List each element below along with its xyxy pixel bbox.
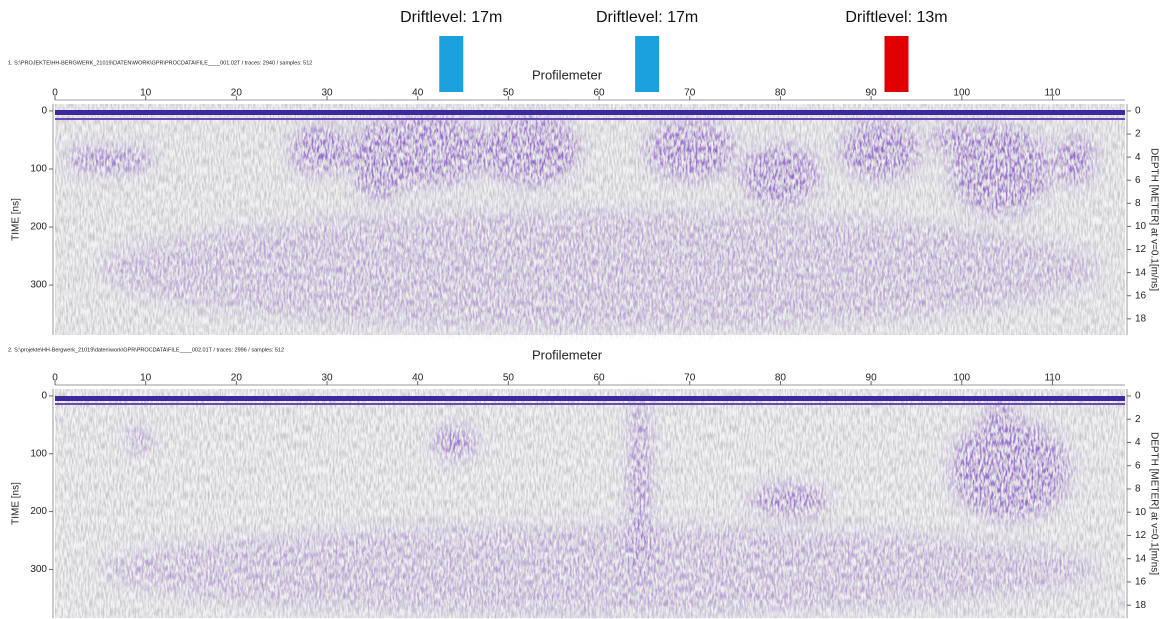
x-tick-label: 60 — [594, 373, 606, 384]
radargram-image — [55, 104, 1125, 335]
x-tick-label: 20 — [231, 88, 243, 99]
x-tick-label: 30 — [321, 88, 333, 99]
y2-tick-label: 8 — [1135, 198, 1141, 209]
x-tick-label: 0 — [52, 88, 58, 99]
y-axis-title: TIME [ns] — [11, 482, 22, 525]
y2-tick-label: 6 — [1135, 460, 1141, 471]
x-tick-label: 100 — [953, 88, 970, 99]
y-tick-label: 300 — [30, 280, 47, 291]
y2-tick-label: 10 — [1135, 221, 1147, 232]
panel-header: 2. S:\projekte\HH-Bergwerk_21019\daten\w… — [8, 347, 284, 353]
x-tick-label: 50 — [503, 373, 515, 384]
driftlevel-label: Driftlevel: 17m — [596, 9, 698, 26]
y2-tick-label: 16 — [1135, 577, 1147, 588]
y2-tick-label: 12 — [1135, 530, 1147, 541]
y2-tick-label: 14 — [1135, 553, 1147, 564]
x-tick-label: 70 — [684, 373, 696, 384]
radargram-image — [55, 389, 1125, 618]
driftlevel-label: Driftlevel: 13m — [845, 9, 947, 26]
driftlevel-marker — [635, 36, 660, 92]
y2-tick-label: 18 — [1135, 600, 1147, 611]
y-axis-title: TIME [ns] — [11, 198, 22, 241]
x-tick-label: 110 — [1044, 373, 1060, 384]
x-tick-label: 0 — [52, 373, 58, 384]
y2-tick-label: 4 — [1135, 437, 1141, 448]
x-tick-label: 80 — [775, 88, 787, 99]
y-tick-label: 200 — [30, 222, 47, 233]
y2-tick-label: 18 — [1135, 313, 1147, 324]
panel-header: 1. S:\PROJEKTE\HH-BERGWERK_21019\DATEN\W… — [8, 60, 312, 66]
x-tick-label: 90 — [866, 373, 878, 384]
y2-tick-label: 0 — [1135, 106, 1141, 117]
driftlevel-marker — [439, 36, 464, 92]
x-tick-label: 10 — [140, 373, 152, 384]
y-tick-label: 300 — [30, 564, 47, 575]
x-tick-label: 110 — [1044, 88, 1060, 99]
x-tick-label: 40 — [412, 88, 424, 99]
x-tick-label: 80 — [775, 373, 787, 384]
y-tick-label: 0 — [41, 106, 47, 117]
driftlevel-marker — [884, 36, 909, 92]
y-tick-label: 200 — [30, 506, 47, 517]
y2-tick-label: 10 — [1135, 507, 1147, 518]
x-tick-label: 90 — [866, 88, 878, 99]
y2-tick-label: 6 — [1135, 175, 1141, 186]
x-tick-label: 100 — [953, 373, 970, 384]
y2-axis-title: DEPTH [METER] at v=0.1[m/ns] — [1148, 432, 1159, 575]
x-tick-label: 70 — [684, 88, 696, 99]
x-tick-label: 10 — [140, 88, 152, 99]
y2-tick-label: 14 — [1135, 267, 1147, 278]
x-tick-label: 60 — [594, 88, 606, 99]
y-tick-label: 100 — [30, 448, 47, 459]
driftlevel-label: Driftlevel: 17m — [400, 9, 502, 26]
x-axis-title: Profilemeter — [532, 347, 603, 362]
y2-tick-label: 0 — [1135, 391, 1141, 402]
x-tick-label: 40 — [412, 373, 424, 384]
y-tick-label: 100 — [30, 164, 47, 175]
x-tick-label: 50 — [503, 88, 515, 99]
x-tick-label: 30 — [321, 373, 333, 384]
y-tick-label: 0 — [41, 391, 47, 402]
y2-tick-label: 2 — [1135, 414, 1141, 425]
y2-tick-label: 2 — [1135, 129, 1141, 140]
y2-tick-label: 16 — [1135, 290, 1147, 301]
y2-tick-label: 8 — [1135, 484, 1141, 495]
y2-tick-label: 12 — [1135, 244, 1147, 255]
x-axis-title: Profilemeter — [532, 67, 603, 82]
y2-axis-title: DEPTH [METER] at v=0.1[m/ns] — [1148, 148, 1159, 291]
y2-tick-label: 4 — [1135, 152, 1141, 163]
x-tick-label: 20 — [231, 373, 243, 384]
